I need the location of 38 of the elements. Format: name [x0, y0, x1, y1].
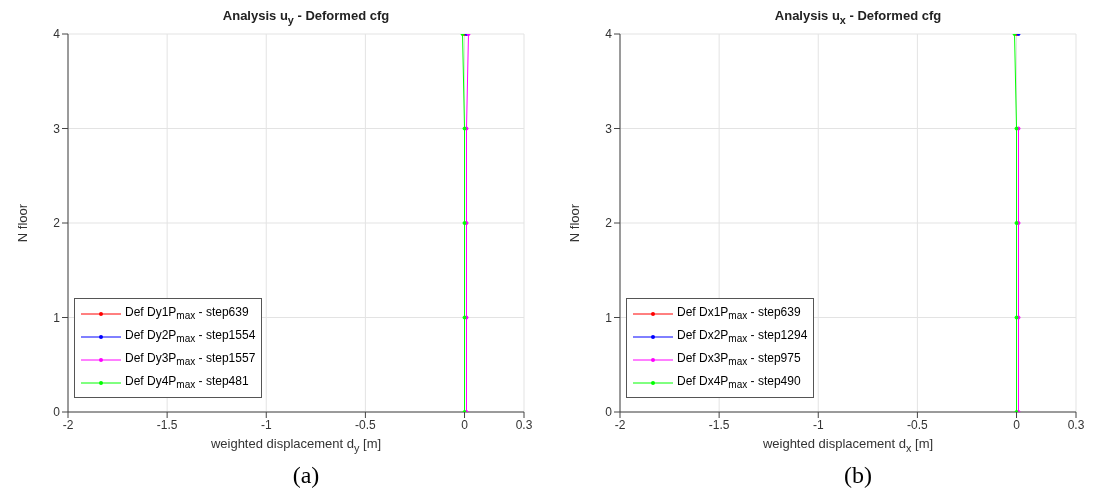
x-tick-label: -1	[260, 417, 272, 432]
legend-label: Def Dx4P$_{max}$ - step490	[677, 374, 801, 391]
y-tick-label: 0	[53, 405, 61, 420]
y-tick-label: 3	[53, 121, 61, 136]
x-tick-label: -0.5	[907, 417, 929, 432]
x-tick-label: 0.3	[515, 417, 533, 432]
x-tick-label: 0	[1013, 417, 1021, 432]
y-tick-label: 2	[605, 216, 613, 231]
legend-label: Def Dy3P$_{max}$ - step1557	[125, 351, 256, 368]
x-tick-label: -1.5	[156, 417, 178, 432]
legend-label: Def Dx3P$_{max}$ - step975	[677, 351, 801, 368]
y-tick-label: 1	[605, 310, 613, 325]
y-tick-label: 2	[53, 216, 61, 231]
legend-label: Def Dx2P$_{max}$ - step1294	[677, 328, 808, 345]
x-tick-label: -0.5	[355, 417, 377, 432]
chart-title: Analysis u$_{x}$ - Deformed cfg	[774, 8, 942, 26]
x-tick-label: -2	[614, 417, 626, 432]
y-tick-label: 0	[605, 405, 613, 420]
x-tick-label: -1	[812, 417, 824, 432]
chart-title: Analysis u$_{y}$ - Deformed cfg	[222, 8, 390, 26]
legend-label: Def Dy4P$_{max}$ - step481	[125, 374, 249, 391]
legend-label: Def Dy1P$_{max}$ - step639	[125, 305, 249, 322]
legend-label: Def Dx1P$_{max}$ - step639	[677, 305, 801, 322]
x-axis-title: weighted displacement d$_{x}$ [m]	[762, 436, 934, 454]
y-axis-title: N floor	[566, 203, 582, 243]
y-axis-title: N floor	[14, 203, 30, 243]
x-tick-label: -1.5	[708, 417, 730, 432]
x-tick-label: 0.3	[1067, 417, 1085, 432]
y-tick-label: 4	[53, 27, 61, 42]
text: (a)	[291, 462, 321, 489]
legend-label: Def Dy2P$_{max}$ - step1554	[125, 328, 256, 345]
y-tick-label: 1	[53, 310, 61, 325]
x-tick-label: -2	[62, 417, 74, 432]
y-tick-label: 3	[605, 121, 613, 136]
x-tick-label: 0	[461, 417, 469, 432]
x-axis-title: weighted displacement d$_{y}$ [m]	[210, 436, 382, 454]
text: (b)	[843, 462, 873, 489]
y-tick-label: 4	[605, 27, 613, 42]
